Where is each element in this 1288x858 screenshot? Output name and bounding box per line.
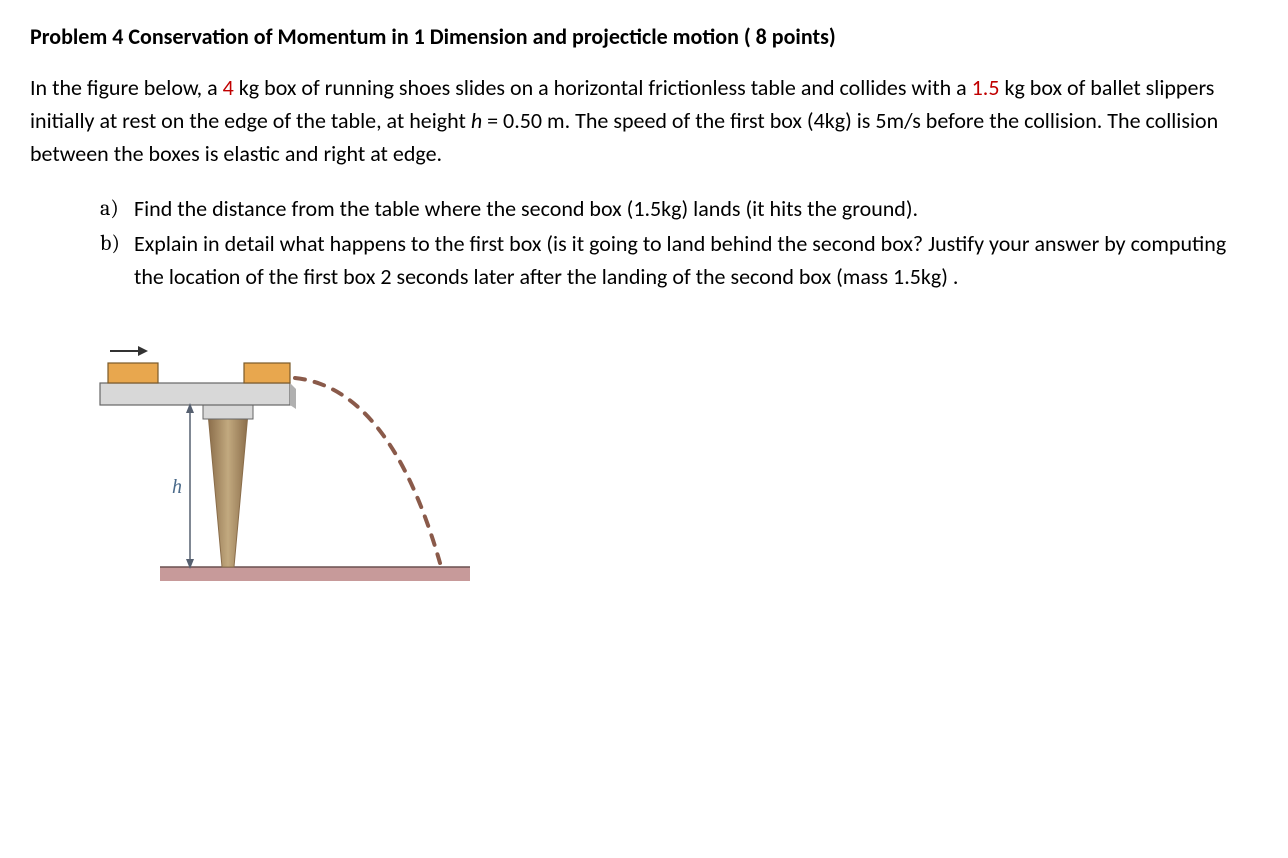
question-b-label: b) — [100, 227, 134, 260]
mass-2: 1.5 — [972, 74, 1000, 101]
table-side — [290, 383, 296, 409]
mass-1: 4 — [223, 74, 234, 101]
h-variable: h — [471, 107, 482, 134]
question-b-text: Explain in detail what happens to the fi… — [134, 227, 1258, 293]
trajectory — [295, 378, 440, 563]
table-leg — [208, 413, 248, 567]
question-b: b) Explain in detail what happens to the… — [100, 227, 1258, 293]
intro-text: In the figure below, a — [30, 74, 223, 101]
box-2 — [244, 363, 290, 383]
question-a: a) Find the distance from the table wher… — [100, 192, 1258, 225]
table-leg-cap — [203, 405, 253, 419]
ground — [160, 567, 470, 581]
question-a-label: a) — [100, 192, 134, 225]
questions-list: a) Find the distance from the table wher… — [30, 192, 1258, 293]
question-a-text: Find the distance from the table where t… — [134, 192, 1258, 225]
velocity-arrow-head — [138, 346, 148, 356]
intro-text: kg box of running shoes slides on a hori… — [234, 74, 972, 101]
h-label: h — [172, 476, 182, 498]
table-top — [100, 383, 290, 405]
box-1 — [108, 363, 158, 383]
problem-title: Problem 4 Conservation of Momentum in 1 … — [30, 20, 1258, 53]
problem-intro: In the figure below, a 4 kg box of runni… — [30, 71, 1258, 170]
problem-figure: h — [90, 333, 470, 613]
